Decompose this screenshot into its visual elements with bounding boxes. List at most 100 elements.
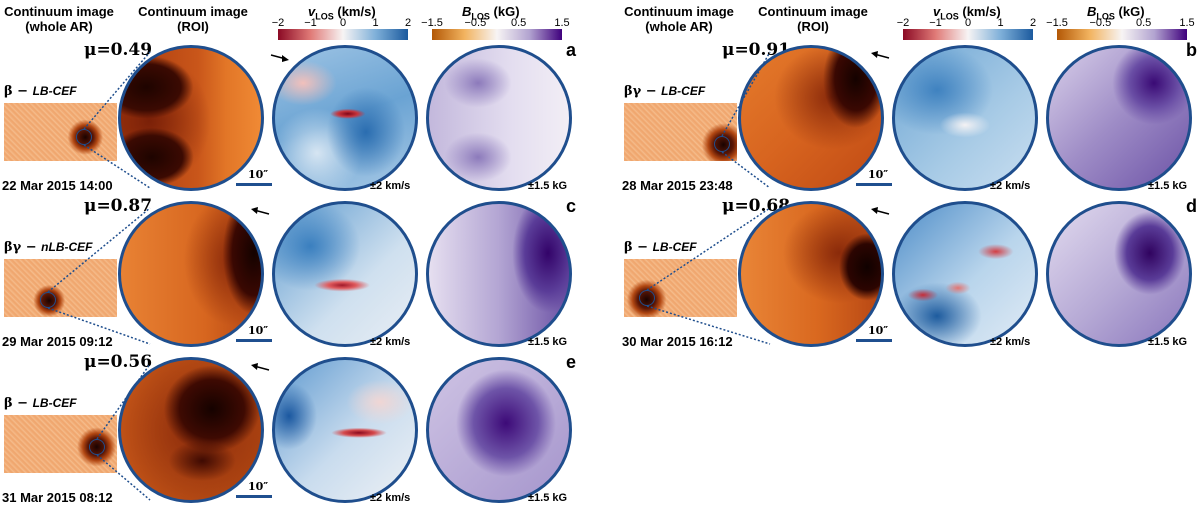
continuum-roi-disk xyxy=(118,201,264,347)
panel-c: μ=0.87 βγ − nLB-CEF c 29 Mar 2015 09:12 10″ ±… xyxy=(0,196,580,353)
vlos-disk xyxy=(892,201,1038,347)
blos-disk xyxy=(426,201,572,347)
scale-bar-label: 10″ xyxy=(248,324,269,337)
observation-date: 30 Mar 2015 16:12 xyxy=(622,334,733,349)
colorbar-tick-label: 1.5 xyxy=(1179,17,1195,29)
colorbar-tick-label: 0.5 xyxy=(511,17,527,29)
ar-class-prefix: βγ − xyxy=(4,240,42,255)
colorbar-tick-label: −2 xyxy=(271,17,285,29)
vlos-range-label: ±2 km/s xyxy=(370,336,411,348)
vlos-colorbar-right: vLOS (km/s) −2 −1 0 1 2 xyxy=(897,4,1037,44)
blos-colorbar-left: BLOS (kG) −1.5 −0.5 0.5 1.5 xyxy=(421,4,570,44)
colorbar-tick-label: 0 xyxy=(964,17,972,29)
panel-a: μ=0.49 β − LB-CEF a 22 Mar 2015 14:00 10″ ±2 … xyxy=(0,40,580,197)
blos-range-label: ±1.5 kG xyxy=(528,492,568,504)
blos-range-label: ±1.5 kG xyxy=(1148,180,1188,192)
whole-ar-thumbnail xyxy=(4,415,117,473)
ar-class-label: βγ − LB-CEF xyxy=(624,84,705,99)
blos-colorbar-strip xyxy=(432,29,562,40)
blos-colorbar-title: BLOS (kG) xyxy=(1087,4,1145,22)
ar-class-prefix: β − xyxy=(624,240,653,255)
ar-class-type: LB-CEF xyxy=(32,84,77,98)
panel-letter: b xyxy=(1186,40,1197,60)
scale-bar-label: 10″ xyxy=(248,168,269,181)
scale-bar xyxy=(236,339,272,342)
dotted-connector-line xyxy=(646,305,771,345)
dotted-connector-line xyxy=(47,207,151,293)
blos-range-label: ±1.5 kG xyxy=(528,336,568,348)
header-roi-left: Continuum image (ROI) xyxy=(138,4,248,34)
continuum-roi-disk xyxy=(738,45,884,191)
vlos-range-label: ±2 km/s xyxy=(370,492,411,504)
ar-class-label: β − LB-CEF xyxy=(4,84,77,99)
vlos-colorbar-ticks: −2 −1 0 1 2 xyxy=(272,17,412,29)
roi-marker-circle xyxy=(714,136,730,152)
colorbar-tick-label: −2 xyxy=(896,17,910,29)
continuum-roi-disk xyxy=(118,45,264,191)
orientation-arrow-icon xyxy=(270,54,289,62)
ar-class-prefix: βγ − xyxy=(624,84,662,99)
colorbar-tick-label: −0.5 xyxy=(1089,17,1112,29)
dotted-connector-line xyxy=(646,207,771,291)
colorbar-tick-label: −1 xyxy=(929,17,942,29)
colorbar-tick-label: 1 xyxy=(372,17,379,29)
orientation-arrow-icon xyxy=(251,363,270,371)
vlos-colorbar-strip xyxy=(903,29,1033,40)
observation-date: 22 Mar 2015 14:00 xyxy=(2,178,113,193)
observation-date: 29 Mar 2015 09:12 xyxy=(2,334,113,349)
ar-class-label: β − LB-CEF xyxy=(4,396,77,411)
scale-bar xyxy=(856,339,892,342)
blos-colorbar-ticks: −1.5 −0.5 0.5 1.5 xyxy=(1046,17,1195,29)
vlos-disk xyxy=(272,201,418,347)
colorbar-tick-label: 2 xyxy=(1029,17,1037,29)
dotted-connector-line xyxy=(83,144,151,189)
colorbar-tick-label: −1.5 xyxy=(421,17,443,29)
whole-ar-thumbnail xyxy=(624,259,737,317)
ar-class-type: LB-CEF xyxy=(661,84,706,98)
continuum-roi-disk xyxy=(118,357,264,503)
scale-bar xyxy=(236,183,272,186)
roi-connector-lines xyxy=(47,207,151,345)
blos-colorbar-strip xyxy=(1057,29,1187,40)
colorbar-tick-label: 1.5 xyxy=(554,17,570,29)
blos-colorbar-ticks: −1.5 −0.5 0.5 1.5 xyxy=(421,17,570,29)
panel-b: μ=0.91 βγ − LB-CEF b 28 Mar 2015 23:48 10″ ±2… xyxy=(620,40,1200,197)
vlos-range-label: ±2 km/s xyxy=(370,180,411,192)
blos-colorbar-title: BLOS (kG) xyxy=(462,4,520,22)
vlos-range-label: ±2 km/s xyxy=(990,180,1031,192)
scale-bar xyxy=(856,183,892,186)
vlos-colorbar-left: vLOS (km/s) −2 −1 0 1 2 xyxy=(272,4,412,44)
panel-d: μ=0.68 β − LB-CEF d 30 Mar 2015 16:12 10″ ±2 … xyxy=(620,196,1200,353)
observation-date: 28 Mar 2015 23:48 xyxy=(622,178,733,193)
roi-marker-circle xyxy=(40,292,56,308)
panel-letter: c xyxy=(566,196,577,216)
ar-class-type: nLB-CEF xyxy=(41,240,93,254)
panel-letter: d xyxy=(1186,196,1197,216)
vlos-disk xyxy=(272,357,418,503)
dotted-connector-line xyxy=(721,151,771,189)
blos-disk xyxy=(426,45,572,191)
ar-class-type: LB-CEF xyxy=(32,396,77,410)
panel-letter: a xyxy=(566,40,577,60)
roi-connector-lines xyxy=(721,51,771,189)
header-whole-ar-right: Continuum image (whole AR) xyxy=(624,4,734,34)
roi-connector-lines xyxy=(83,51,151,189)
blos-disk xyxy=(1046,45,1192,191)
colorbar-tick-label: 0 xyxy=(339,17,347,29)
scale-bar-label: 10″ xyxy=(868,324,889,337)
vlos-colorbar-title: vLOS (km/s) xyxy=(308,4,376,22)
blos-disk xyxy=(426,357,572,503)
colorbar-tick-label: 2 xyxy=(404,17,412,29)
dotted-connector-line xyxy=(96,363,151,440)
panel-e: μ=0.56 β − LB-CEF e 31 Mar 2015 08:12 10″ ±2 … xyxy=(0,352,580,509)
ar-class-label: β − LB-CEF xyxy=(624,240,697,255)
orientation-arrow-icon xyxy=(251,207,270,215)
vlos-colorbar-ticks: −2 −1 0 1 2 xyxy=(897,17,1037,29)
scale-bar xyxy=(236,495,272,498)
vlos-disk xyxy=(892,45,1038,191)
mu-label: μ=0.49 xyxy=(84,40,153,60)
vlos-colorbar-strip xyxy=(278,29,408,40)
continuum-roi-disk xyxy=(738,201,884,347)
vlos-disk xyxy=(272,45,418,191)
